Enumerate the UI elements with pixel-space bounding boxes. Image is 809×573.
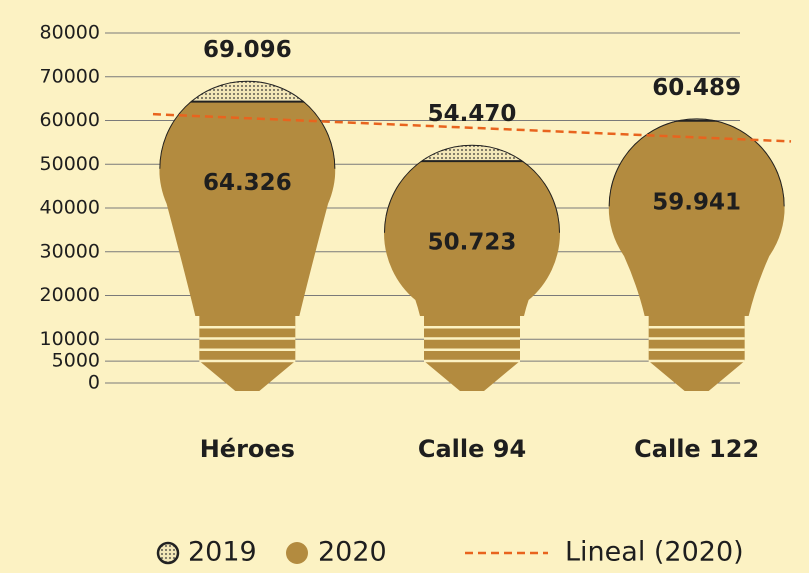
y-tick-label: 5000 [52, 350, 100, 372]
value-label-2019: 69.096 [203, 37, 292, 63]
legend-label: Lineal (2020) [565, 537, 744, 568]
dome-outline [608, 118, 785, 207]
y-tick-label: 50000 [40, 153, 100, 175]
value-label-2020: 59.941 [652, 189, 741, 215]
trendline [152, 112, 792, 143]
y-tick-label: 80000 [40, 22, 100, 44]
y-tick-label: 40000 [40, 197, 100, 219]
value-label-2019: 60.489 [652, 75, 741, 101]
y-tick-label: 30000 [40, 240, 100, 262]
legend-label: 2019 [188, 537, 257, 568]
x-tick-label: Calle 94 [418, 435, 526, 463]
x-tick-label: Calle 122 [634, 435, 759, 463]
value-label-2019: 54.470 [428, 101, 517, 127]
legend-label: 2020 [318, 537, 387, 568]
x-tick-label: Héroes [200, 435, 295, 463]
y-tick-label: 20000 [40, 284, 100, 306]
y-tick-label: 60000 [40, 109, 100, 131]
y-tick-label: 0 [88, 372, 100, 394]
bar-2019 [608, 118, 785, 121]
value-label-2020: 50.723 [428, 230, 517, 256]
dome-outline [384, 144, 560, 233]
y-tick-label: 10000 [40, 328, 100, 350]
value-label-2020: 64.326 [203, 170, 292, 196]
y-tick-label: 70000 [40, 65, 100, 87]
legend-swatch-2020 [286, 542, 308, 564]
dome-outline [159, 80, 336, 169]
legend-swatch-2019 [156, 541, 180, 565]
